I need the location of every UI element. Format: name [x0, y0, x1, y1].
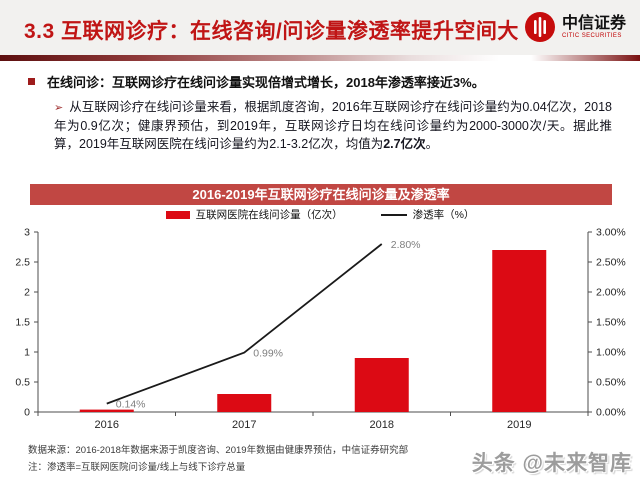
- svg-text:3.00%: 3.00%: [596, 227, 626, 239]
- line-swatch-icon: [380, 213, 407, 216]
- bullet-sub: ➢ 从互联网诊疗在线问诊量来看，根据凯度咨询，2016年互联网诊疗在线问诊量约为0…: [54, 98, 612, 153]
- svg-text:2018: 2018: [370, 419, 394, 431]
- citic-logo: 中信证券 CITIC SECURITIES: [524, 11, 626, 43]
- svg-text:2016: 2016: [95, 419, 119, 431]
- chart-title: 2016-2019年互联网诊疗在线问诊量及渗透率: [30, 184, 612, 205]
- legend-item-bar-series: 互联网医院在线问诊量（亿次）: [165, 207, 343, 222]
- svg-text:2.50%: 2.50%: [596, 257, 626, 269]
- svg-text:2.80%: 2.80%: [391, 239, 421, 251]
- bullet-sub-tail: 。: [425, 137, 439, 152]
- citic-logo-name-en: CITIC SECURITIES: [561, 33, 622, 39]
- svg-text:0.00%: 0.00%: [596, 407, 626, 419]
- svg-text:0.5: 0.5: [15, 377, 30, 389]
- legend-line-label: 渗透率（%）: [412, 209, 475, 221]
- svg-text:2.00%: 2.00%: [596, 287, 626, 299]
- legend-bar-label: 互联网医院在线问诊量（亿次）: [195, 209, 343, 221]
- bar-swatch-icon: [165, 210, 190, 219]
- citic-logo-text: 中信证券 CITIC SECURITIES: [561, 13, 626, 40]
- citic-logo-name-cn: 中信证券: [561, 13, 626, 32]
- svg-text:2.5: 2.5: [15, 257, 30, 269]
- arrow-bullet-icon: ➢: [54, 102, 64, 114]
- bullet-square-icon: [28, 78, 35, 85]
- svg-text:1.50%: 1.50%: [596, 317, 626, 329]
- bullet-main-text: 在线问诊：互联网诊疗在线问诊量实现倍增式增长，2018年渗透率接近3%。: [47, 75, 485, 90]
- bullet-sub-text: 从互联网诊疗在线问诊量来看，根据凯度咨询，2016年互联网诊疗在线问诊量约为0.…: [54, 100, 612, 152]
- svg-text:1: 1: [24, 347, 30, 359]
- toutiao-watermark: 头条 @未来智库: [471, 452, 632, 475]
- svg-text:0.99%: 0.99%: [253, 348, 283, 360]
- svg-text:2017: 2017: [232, 419, 256, 431]
- bullet-sub-bold: 2.7亿次: [383, 137, 426, 152]
- bullet-main: 在线问诊：互联网诊疗在线问诊量实现倍增式增长，2018年渗透率接近3%。: [28, 72, 485, 91]
- legend-item-line-series: 渗透率（%）: [380, 207, 475, 222]
- data-source-note: 数据来源：2016-2018年数据来源于凯度咨询、2019年数据由健康界预估，中…: [28, 445, 409, 456]
- svg-text:0.50%: 0.50%: [596, 377, 626, 389]
- svg-text:2019: 2019: [507, 419, 531, 431]
- svg-text:0.14%: 0.14%: [116, 399, 146, 411]
- svg-text:3: 3: [24, 227, 30, 239]
- citic-logo-icon: [524, 12, 555, 42]
- chart-legend: 互联网医院在线问诊量（亿次） 渗透率（%）: [0, 207, 640, 222]
- separator-gradient-band: [0, 55, 640, 61]
- combo-bar-line-chart: 3 2.5 2 1.5 1 0.5 0 3.00% 2.50% 2.00% 1.50% 1.00% 0.…: [15, 227, 626, 432]
- svg-text:1.5: 1.5: [15, 317, 30, 329]
- svg-text:1.00%: 1.00%: [596, 347, 626, 359]
- slide-header: 3.3 互联网诊疗：在线咨询/问诊量渗透率提升空间大 中信证券 CITIC SE…: [0, 0, 640, 55]
- svg-text:2: 2: [24, 287, 30, 299]
- svg-text:0: 0: [24, 407, 30, 419]
- definition-note: 注：渗透率=互联网医院问诊量/线上与线下诊疗总量: [28, 462, 246, 473]
- page-title: 3.3 互联网诊疗：在线咨询/问诊量渗透率提升空间大: [24, 20, 519, 43]
